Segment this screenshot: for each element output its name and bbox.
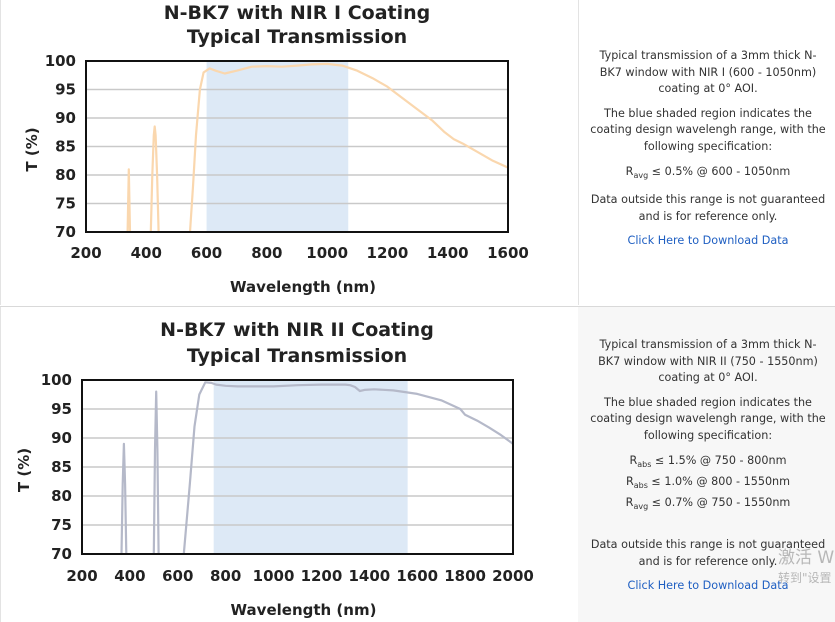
chart-row-nir-i: N-BK7 with NIR I Coating Typical Transmis… xyxy=(0,0,835,305)
series-line xyxy=(188,62,508,232)
x-tick-label: 1000 xyxy=(253,567,295,585)
chart-nir-ii: N-BK7 with NIR II Coating Typical Transmi… xyxy=(15,319,534,619)
y-axis-label: T (%) xyxy=(15,448,33,492)
y-axis-label: T (%) xyxy=(23,127,41,171)
x-tick-label: 1200 xyxy=(367,244,409,262)
y-tick-label: 95 xyxy=(51,400,72,418)
y-tick-label: 75 xyxy=(51,516,72,534)
x-tick-label: 400 xyxy=(114,567,145,585)
y-tick-label: 75 xyxy=(55,195,76,213)
series-line xyxy=(152,390,160,554)
series-line xyxy=(120,442,128,554)
series-line xyxy=(149,125,160,232)
description-shaded-note: The blue shaded region indicates the coa… xyxy=(590,106,826,153)
x-tick-label: 1000 xyxy=(306,244,348,262)
description-panel-nir-i: Typical transmission of a 3mm thick N-BK… xyxy=(578,0,835,305)
y-tick-label: 95 xyxy=(55,81,76,99)
spec-item: Ravg ≤ 0.7% @ 750 - 1550nm xyxy=(625,496,791,511)
x-tick-label: 200 xyxy=(66,567,97,585)
x-tick-label: 800 xyxy=(251,244,282,262)
spec-list: Rabs ≤ 1.5% @ 750 - 800nm Rabs ≤ 1.0% @ … xyxy=(590,452,826,515)
chart-title: N-BK7 with NIR II Coating xyxy=(160,319,434,341)
plot-frame xyxy=(85,60,509,233)
y-tick-label: 100 xyxy=(45,52,76,70)
series-line xyxy=(126,168,132,232)
spec-list: Ravg ≤ 0.5% @ 600 - 1050nm xyxy=(590,163,826,184)
x-axis-label: Wavelength (nm) xyxy=(230,278,376,296)
description-panel-nir-ii: Typical transmission of a 3mm thick N-BK… xyxy=(578,307,835,622)
x-tick-label: 1400 xyxy=(427,244,469,262)
x-axis-label: Wavelength (nm) xyxy=(231,601,377,619)
y-tick-label: 90 xyxy=(51,429,72,447)
series-line xyxy=(182,381,513,554)
description-summary: Typical transmission of a 3mm thick N-BK… xyxy=(599,49,817,95)
description-nir-i: Typical transmission of a 3mm thick N-BK… xyxy=(590,48,826,258)
x-tick-label: 1400 xyxy=(348,567,390,585)
x-tick-label: 600 xyxy=(191,244,222,262)
description-nir-ii: Typical transmission of a 3mm thick N-BK… xyxy=(590,337,826,603)
description-summary: Typical transmission of a 3mm thick N-BK… xyxy=(598,338,818,384)
chart-panel-nir-i: N-BK7 with NIR I Coating Typical Transmis… xyxy=(0,0,579,305)
plot-frame xyxy=(81,379,514,555)
y-tick-label: 70 xyxy=(51,545,72,563)
chart-subtitle: Typical Transmission xyxy=(187,345,407,367)
y-tick-label: 85 xyxy=(51,458,72,476)
download-data-link[interactable]: Click Here to Download Data xyxy=(627,579,789,592)
chart-subtitle: Typical Transmission xyxy=(187,26,407,48)
spec-item: Rabs ≤ 1.5% @ 750 - 800nm xyxy=(629,454,787,469)
x-tick-label: 1600 xyxy=(487,244,529,262)
spec-item: Ravg ≤ 0.5% @ 600 - 1050nm xyxy=(625,165,791,180)
chart-panel-nir-ii: N-BK7 with NIR II Coating Typical Transmi… xyxy=(0,307,579,622)
y-tick-label: 70 xyxy=(55,223,76,241)
x-tick-label: 1600 xyxy=(396,567,438,585)
y-tick-label: 100 xyxy=(41,371,72,389)
y-tick-label: 80 xyxy=(51,487,72,505)
description-disclaimer: Data outside this range is not guarantee… xyxy=(590,538,826,568)
x-tick-label: 2000 xyxy=(492,567,534,585)
y-tick-label: 85 xyxy=(55,138,76,156)
x-tick-label: 400 xyxy=(131,244,162,262)
x-tick-label: 600 xyxy=(162,567,193,585)
download-data-link[interactable]: Click Here to Download Data xyxy=(627,234,789,247)
x-tick-label: 800 xyxy=(210,567,241,585)
spec-item: Rabs ≤ 1.0% @ 800 - 1550nm xyxy=(625,475,791,490)
y-tick-label: 80 xyxy=(55,166,76,184)
x-tick-label: 200 xyxy=(70,244,101,262)
x-tick-label: 1200 xyxy=(301,567,343,585)
chart-title: N-BK7 with NIR I Coating xyxy=(164,2,431,24)
chart-row-nir-ii: N-BK7 with NIR II Coating Typical Transmi… xyxy=(0,306,835,622)
x-tick-label: 1800 xyxy=(444,567,486,585)
description-shaded-note: The blue shaded region indicates the coa… xyxy=(590,395,826,442)
description-disclaimer: Data outside this range is not guarantee… xyxy=(590,193,826,223)
y-tick-label: 90 xyxy=(55,109,76,127)
